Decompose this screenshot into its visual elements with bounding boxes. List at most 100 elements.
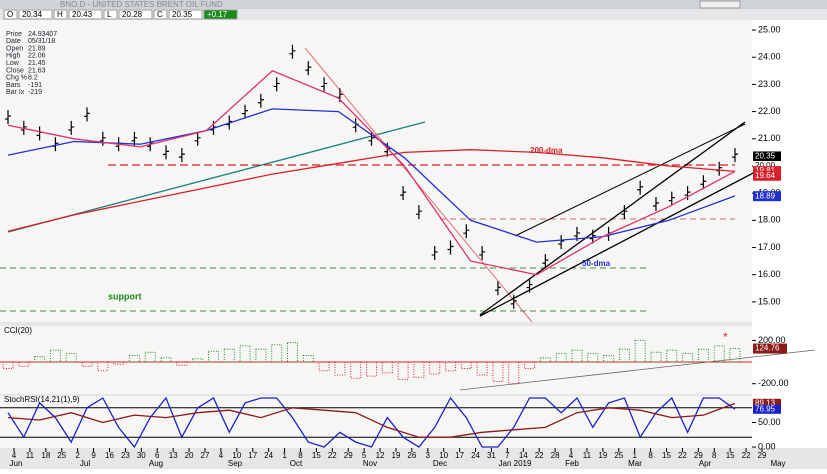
cci-bar <box>192 358 204 363</box>
y-tick-label: 22.00 <box>758 106 781 116</box>
x-tick-label: 3 <box>426 451 431 460</box>
month-label: Aug <box>149 459 163 468</box>
cci-bar <box>555 352 567 363</box>
cci-bar <box>18 361 30 367</box>
cci-bar <box>207 350 219 363</box>
toolbar: O 20.34 H 20.43 L 20.28 C 20.35 +0.17 <box>3 9 238 20</box>
y-tick-label: 17.00 <box>758 242 781 252</box>
x-tick-label: 8 <box>298 451 303 460</box>
toolbar-cell <box>203 9 238 20</box>
value-box <box>753 343 787 354</box>
price-bar <box>621 205 628 220</box>
y-tick-label: 0.00 <box>758 441 776 451</box>
x-tick-label: 29 <box>758 451 767 460</box>
value-label: 124.76 <box>755 344 780 353</box>
title-bar <box>0 0 827 9</box>
annotation: 200-dma <box>530 146 563 155</box>
x-tick-label: 8 <box>712 451 717 460</box>
cci-bar <box>2 361 14 370</box>
x-tick-label: 31 <box>487 451 496 460</box>
value-label: 89.13 <box>755 398 776 407</box>
cci-bar <box>429 361 441 375</box>
x-tick-label: 22 <box>678 451 687 460</box>
toolbar-text: 20.28 <box>122 10 143 19</box>
info-value: 05/31/18 <box>28 38 55 45</box>
cci-bar <box>524 361 536 370</box>
price-label: 19.64 <box>755 171 776 180</box>
toolbar-text: +0.17 <box>207 10 228 19</box>
cci-bar <box>682 352 694 363</box>
price-bar <box>526 278 533 293</box>
price-bar <box>684 186 691 201</box>
y-tick-label: 21.00 <box>758 133 781 143</box>
info-label: Bars <box>6 82 21 89</box>
price-label: 19.81 <box>755 166 776 175</box>
x-tick-label: 29 <box>694 451 703 460</box>
month-label: Dec <box>433 459 447 468</box>
price-panel <box>0 20 752 322</box>
info-value: -219 <box>28 89 42 96</box>
x-tick-label: 20 <box>185 451 194 460</box>
value-label: 76.95 <box>755 404 776 413</box>
x-tick-label: 16 <box>105 451 114 460</box>
cci-bar <box>334 361 346 376</box>
x-tick-label: 8 <box>648 451 653 460</box>
info-box: Price 24.93407 Date 05/31/18 Open 21.89 High 22… <box>6 31 57 96</box>
cci-bar <box>97 361 109 372</box>
info-value: 21.63 <box>28 67 46 74</box>
series-line <box>7 396 736 449</box>
toolbar-cell <box>53 9 68 20</box>
month-label: Sep <box>228 459 243 468</box>
x-tick-label: 17 <box>455 451 464 460</box>
price-label: 18.89 <box>755 191 776 200</box>
cci-bar <box>81 361 93 367</box>
price-bar <box>431 245 438 260</box>
toolbar-text: C <box>157 10 163 19</box>
info-value: 21.89 <box>28 45 46 52</box>
trend-line <box>304 47 533 323</box>
cci-bar <box>34 356 46 363</box>
window-button[interactable] <box>699 0 741 9</box>
price-bar <box>5 110 11 125</box>
y-tick-label: -200.00 <box>758 378 789 388</box>
price-bar <box>479 245 486 260</box>
y-tick-label: 15.00 <box>758 296 781 306</box>
x-tick-label: 28 <box>551 451 560 460</box>
x-tick-label: 2 <box>75 451 80 460</box>
x-tick-label: 11 <box>583 451 592 460</box>
y-tick-label: 24.00 <box>758 52 781 62</box>
toolbar-cell <box>153 9 168 20</box>
x-tick-label: 9 <box>91 451 96 460</box>
month-label: Nov <box>363 459 377 468</box>
price-bar <box>163 145 170 160</box>
cci-bar <box>539 357 551 363</box>
cci-bar <box>144 351 156 363</box>
price-bar <box>732 148 738 163</box>
cci-bar <box>176 361 188 366</box>
series-line <box>7 149 736 232</box>
toolbar-text: H <box>57 10 63 19</box>
cci-bar <box>381 361 393 374</box>
annotation: 50-dma <box>582 259 611 268</box>
info-value: 21.45 <box>28 60 46 67</box>
y-tick-label: 200.00 <box>758 335 786 345</box>
cci-bar <box>476 361 488 376</box>
toolbar-cell <box>118 9 153 20</box>
info-value: -191 <box>28 82 42 89</box>
month-label: Mar <box>628 459 642 468</box>
toolbar-cell <box>3 9 18 20</box>
panel-title: CCI(20) <box>4 326 32 335</box>
info-label: Close <box>6 67 24 74</box>
info-value: 24.93407 <box>28 31 57 38</box>
axis-area <box>752 20 827 448</box>
cci-bar <box>255 348 267 363</box>
info-label: Price <box>6 31 22 38</box>
month-label: May <box>770 459 785 468</box>
x-tick-label: 27 <box>201 451 210 460</box>
cci-bar <box>571 349 583 363</box>
cci-bar <box>413 361 425 378</box>
price-bar <box>463 224 470 239</box>
toolbar-cell <box>68 9 103 20</box>
info-label: High <box>6 53 21 60</box>
x-tick-label: 18 <box>41 451 50 460</box>
